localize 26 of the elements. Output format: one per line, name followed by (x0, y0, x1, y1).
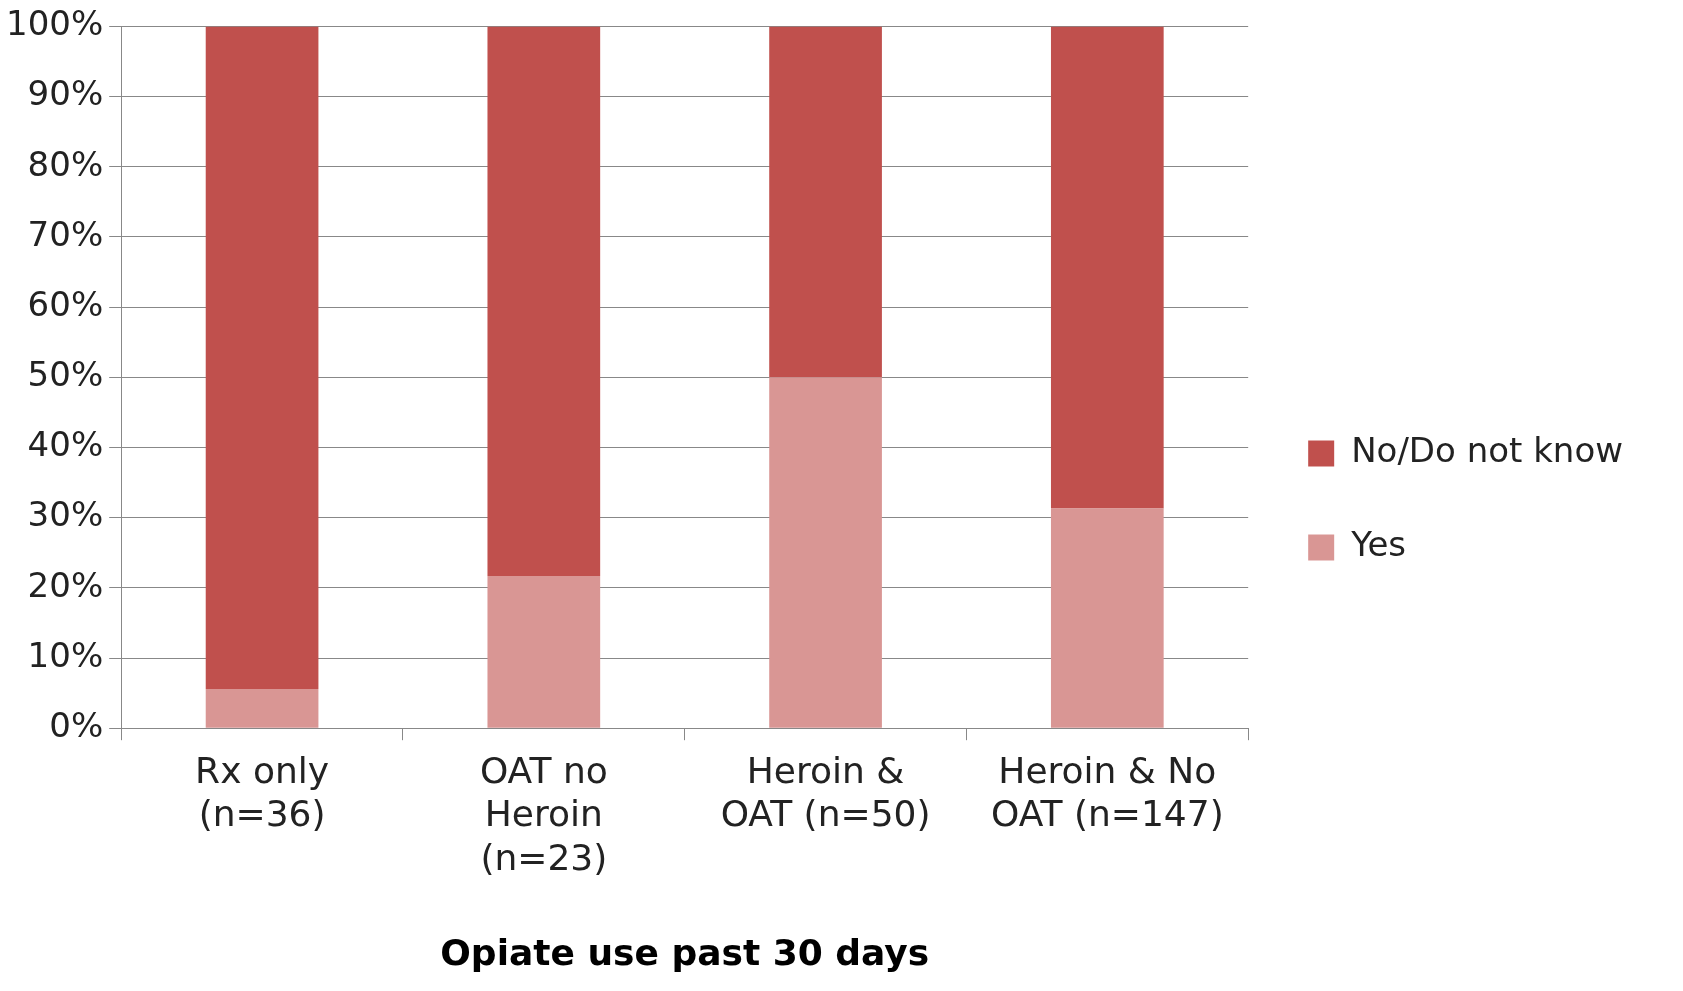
y-tick-label: 30% (27, 494, 104, 535)
x-tick-label: Heroin & OAT (n=50) (720, 750, 931, 835)
y-tick-label: 90% (27, 73, 104, 114)
y-tick-label: 80% (27, 143, 104, 184)
x-tick-label: Rx only (n=36) (195, 750, 330, 835)
bar (769, 26, 882, 378)
bar (769, 377, 882, 728)
y-tick-label: 20% (27, 564, 104, 605)
y-tick-label: 40% (27, 424, 104, 465)
y-tick-label: 70% (27, 213, 104, 254)
bar (205, 26, 319, 689)
x-tick-label: Heroin & No OAT (n=147) (990, 750, 1224, 835)
bar (487, 26, 601, 576)
x-tick-label: OAT no Heroin (n=23) (479, 750, 608, 878)
x-axis-title: Opiate use past 30 days (440, 931, 930, 973)
bar (487, 575, 601, 728)
y-tick-label: 0% (49, 705, 104, 746)
legend-label: No/Do not know (1351, 430, 1624, 471)
y-tick-label: 50% (27, 354, 104, 395)
bar (1050, 508, 1164, 728)
bar (205, 688, 319, 728)
y-tick-label: 10% (27, 634, 104, 675)
legend-label: Yes (1350, 524, 1407, 565)
y-tick-label: 100% (6, 3, 104, 44)
y-tick-label: 60% (27, 283, 104, 324)
bar (1050, 26, 1164, 509)
